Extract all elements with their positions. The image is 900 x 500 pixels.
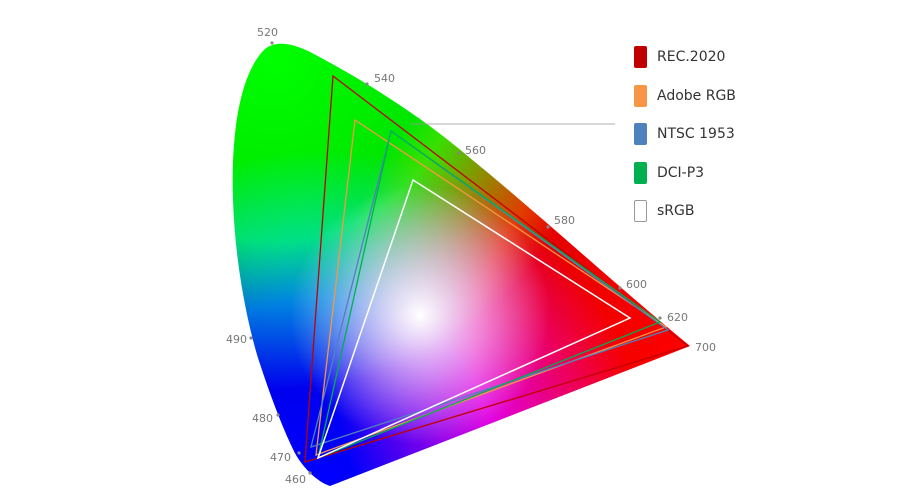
- wl-label-470: 470: [270, 451, 291, 464]
- wl-label-580: 580: [554, 214, 575, 227]
- legend-item-adobe-rgb: Adobe RGB: [634, 77, 736, 116]
- legend-swatch: [634, 84, 647, 107]
- legend-swatch: [634, 46, 647, 69]
- gamut-rec2020: [304, 74, 690, 463]
- legend: REC.2020 Adobe RGB NTSC 1953 DCI-P3 sRGB: [634, 38, 736, 231]
- wl-label-620: 620: [667, 311, 688, 324]
- legend-item-rec2020: REC.2020: [634, 38, 736, 77]
- legend-label: Adobe RGB: [657, 87, 736, 104]
- wavelength-markers: [249, 41, 662, 475]
- wl-label-600: 600: [626, 278, 647, 291]
- legend-item-dci-p3: DCI-P3: [634, 154, 736, 193]
- wl-label-460: 460: [285, 473, 306, 486]
- legend-swatch: [634, 200, 647, 223]
- wl-label-520: 520: [257, 26, 278, 39]
- wl-label-560: 560: [465, 144, 486, 157]
- legend-label: DCI-P3: [657, 164, 705, 181]
- legend-swatch: [634, 161, 647, 184]
- legend-label: NTSC 1953: [657, 126, 735, 143]
- wl-label-480: 480: [252, 412, 273, 425]
- gamut-ntsc-1953: [310, 129, 670, 448]
- legend-label: REC.2020: [657, 49, 726, 66]
- gamut-srgb: [316, 178, 632, 460]
- legend-label: sRGB: [657, 203, 695, 220]
- gamut-dci-p3: [317, 129, 662, 460]
- legend-swatch: [634, 123, 647, 146]
- gamut-adobe-rgb: [315, 118, 668, 456]
- wl-label-700: 700: [695, 341, 716, 354]
- legend-item-ntsc-1953: NTSC 1953: [634, 115, 736, 154]
- legend-item-srgb: sRGB: [634, 192, 736, 231]
- wl-label-540: 540: [374, 72, 395, 85]
- wl-label-490: 490: [226, 333, 247, 346]
